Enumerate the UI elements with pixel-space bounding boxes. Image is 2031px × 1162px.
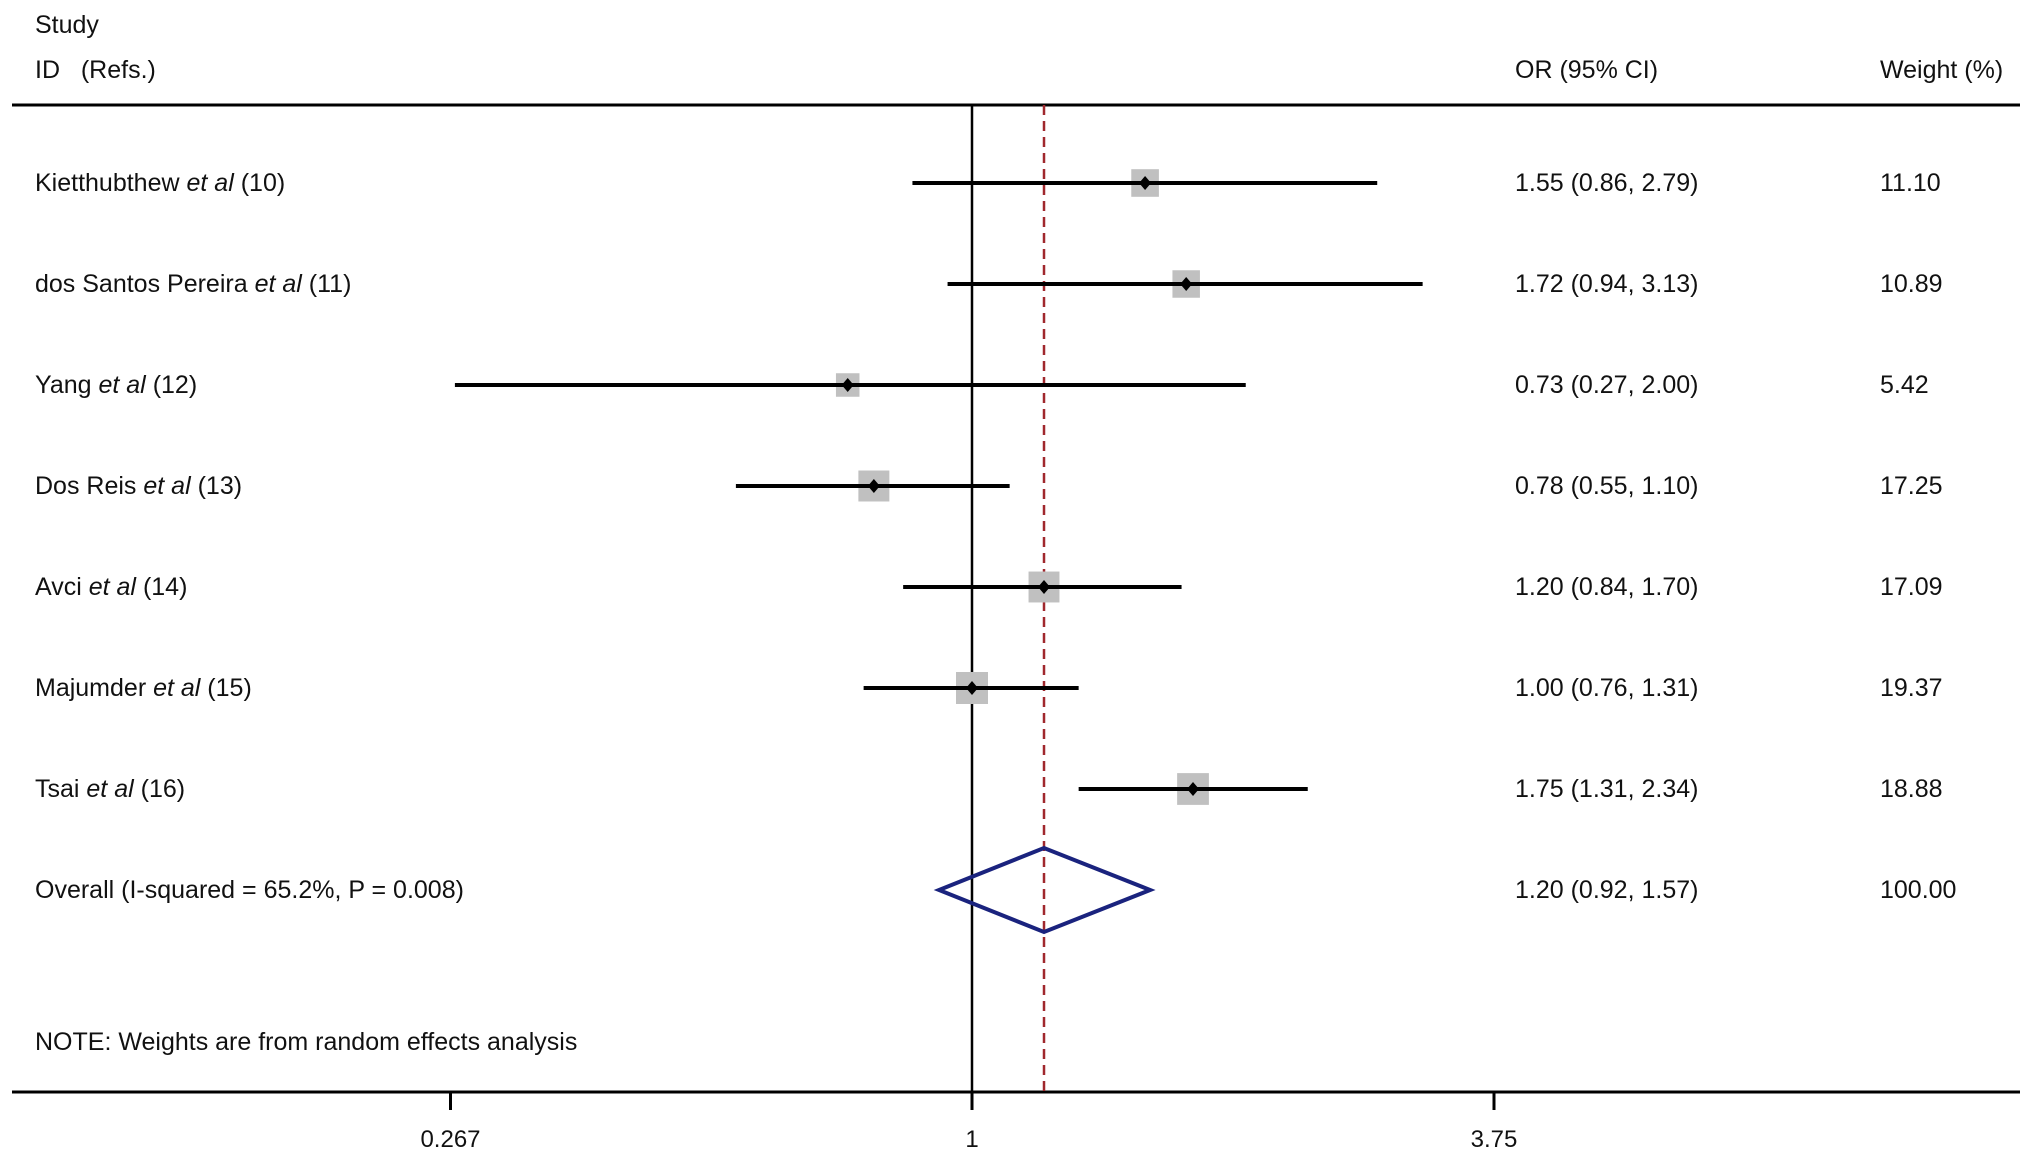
study-label: Avci et al (14) <box>35 572 187 602</box>
study-name: Yang <box>35 371 99 399</box>
study-etal: et al <box>153 674 201 702</box>
study-name: dos Santos Pereira <box>35 270 255 298</box>
point-estimate <box>867 479 880 493</box>
study-ref: (16) <box>133 775 186 803</box>
study-etal: et al <box>86 775 134 803</box>
study-label: dos Santos Pereira et al (11) <box>35 269 351 299</box>
study-or-ci: 1.75 (1.31, 2.34) <box>1515 775 1699 803</box>
point-estimate <box>1180 277 1193 291</box>
header-or-ci: OR (95% CI) <box>1515 56 1659 84</box>
point-estimate <box>1187 782 1200 796</box>
study-or-ci: 0.78 (0.55, 1.10) <box>1515 472 1699 500</box>
study-name: Majumder <box>35 674 154 702</box>
study-or-ci: 0.73 (0.27, 2.00) <box>1515 371 1699 399</box>
study-label: Dos Reis et al (13) <box>35 471 242 501</box>
footnote: NOTE: Weights are from random effects an… <box>35 1028 578 1056</box>
study-ref: (13) <box>190 472 243 500</box>
study-label: Tsai et al (16) <box>35 774 185 804</box>
study-name: Tsai <box>35 775 87 803</box>
study-weight: 18.88 <box>1880 775 1943 803</box>
overall-label: Overall (I-squared = 65.2%, P = 0.008) <box>35 876 464 904</box>
overall-diamond <box>933 845 1156 935</box>
study-name: Kietthubthew <box>35 169 187 197</box>
point-estimate <box>1038 580 1051 594</box>
study-name: Avci <box>35 573 89 601</box>
study-etal: et al <box>143 472 191 500</box>
x-tick-label: 3.75 <box>1470 1126 1518 1153</box>
study-label: Majumder et al (15) <box>35 673 252 703</box>
study-etal: et al <box>254 270 302 298</box>
study-etal: et al <box>186 169 234 197</box>
study-weight: 10.89 <box>1880 270 1943 298</box>
study-or-ci: 1.20 (0.84, 1.70) <box>1515 573 1699 601</box>
point-estimate <box>841 378 854 392</box>
study-ref: (14) <box>136 573 188 601</box>
point-estimate <box>1139 176 1152 190</box>
overall-weight: 100.00 <box>1880 876 1957 904</box>
study-label: Yang et al (12) <box>35 370 197 400</box>
study-ref: (15) <box>200 674 252 702</box>
study-etal: et al <box>88 573 136 601</box>
x-tick-label: 1 <box>965 1126 979 1153</box>
header-study: Study <box>35 11 99 39</box>
study-weight: 5.42 <box>1880 371 1929 399</box>
study-or-ci: 1.55 (0.86, 2.79) <box>1515 169 1699 197</box>
header-id-refs: ID (Refs.) <box>35 56 156 84</box>
header-weight: Weight (%) <box>1880 56 2004 84</box>
study-ref: (10) <box>233 169 286 197</box>
study-weight: 19.37 <box>1880 674 1943 702</box>
point-estimate <box>966 681 978 695</box>
overall-or-ci: 1.20 (0.92, 1.57) <box>1515 876 1699 904</box>
study-ref: (12) <box>145 371 198 399</box>
study-label: Kietthubthew et al (10) <box>35 168 285 198</box>
study-weight: 17.09 <box>1880 573 1943 601</box>
study-weight: 17.25 <box>1880 472 1943 500</box>
study-or-ci: 1.00 (0.76, 1.31) <box>1515 674 1699 702</box>
study-or-ci: 1.72 (0.94, 3.13) <box>1515 270 1699 298</box>
study-etal: et al <box>98 371 146 399</box>
x-tick-label: 0.267 <box>420 1126 481 1153</box>
study-weight: 11.10 <box>1880 169 1941 197</box>
study-name: Dos Reis <box>35 472 144 500</box>
study-ref: (11) <box>301 270 352 298</box>
